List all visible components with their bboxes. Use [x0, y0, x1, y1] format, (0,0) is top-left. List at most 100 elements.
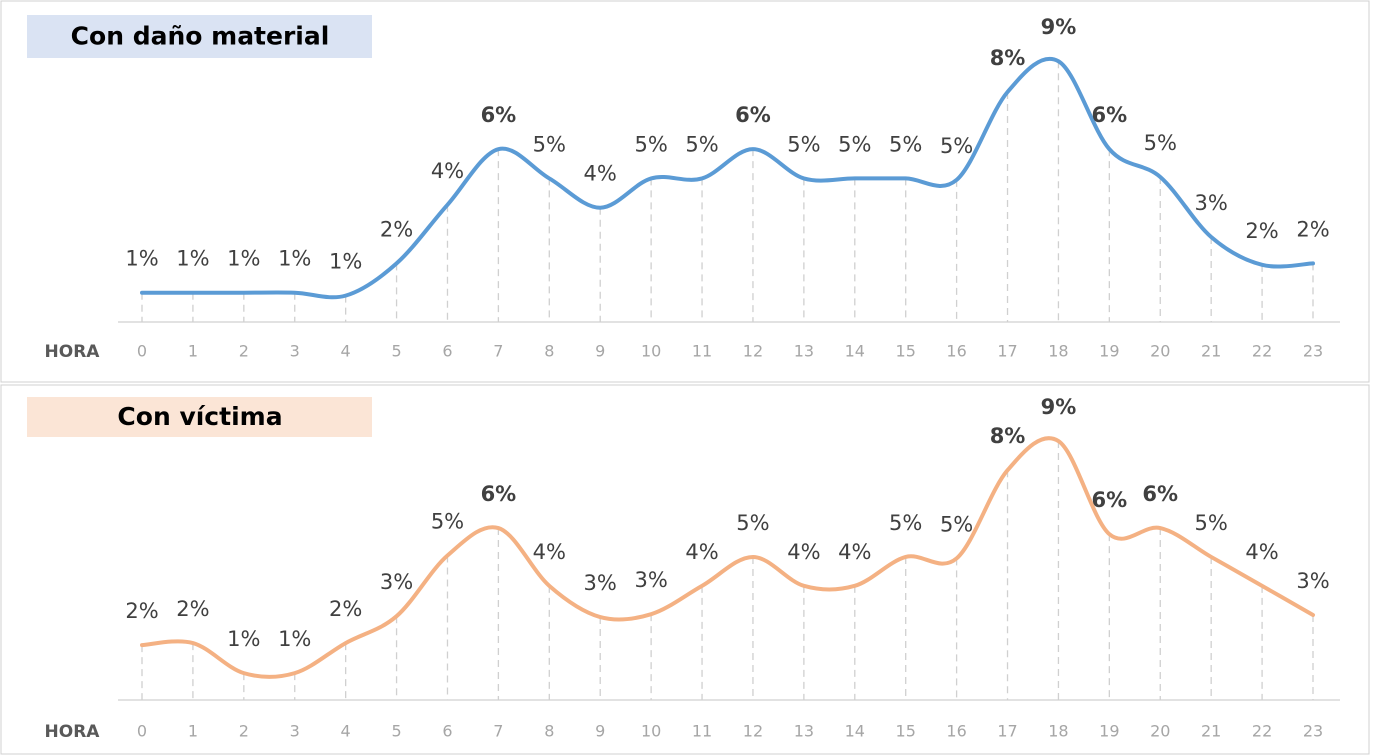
data-label: 4% [431, 159, 464, 183]
panel-title: Con daño material [71, 22, 330, 51]
data-label: 5% [940, 134, 973, 158]
data-label: 1% [227, 627, 260, 651]
x-tick-label: 1 [188, 342, 198, 361]
x-tick-label: 4 [341, 722, 351, 741]
x-tick-label: 5 [391, 342, 401, 361]
data-label: 5% [533, 132, 566, 156]
x-tick-label: 16 [946, 342, 966, 361]
x-tick-label: 0 [137, 722, 147, 741]
data-label: 1% [278, 627, 311, 651]
x-axis-label: HORA [45, 342, 101, 362]
data-label: 2% [380, 217, 413, 241]
x-tick-label: 6 [442, 342, 452, 361]
x-tick-label: 5 [391, 722, 401, 741]
panel-border [0, 384, 1370, 755]
x-tick-label: 23 [1303, 722, 1323, 741]
data-label: 4% [1245, 540, 1278, 564]
data-label: 5% [1144, 131, 1177, 155]
x-tick-label: 1 [188, 722, 198, 741]
data-label: 1% [125, 247, 158, 271]
data-label: 3% [1195, 191, 1228, 215]
x-tick-label: 15 [896, 722, 916, 741]
x-tick-label: 21 [1201, 342, 1221, 361]
x-tick-label: 23 [1303, 342, 1323, 361]
x-tick-label: 11 [692, 342, 712, 361]
x-tick-label: 7 [493, 342, 503, 361]
data-label: 2% [1245, 219, 1278, 243]
data-label: 2% [329, 597, 362, 621]
x-tick-label: 2 [239, 342, 249, 361]
data-label: 1% [227, 247, 260, 271]
x-tick-label: 19 [1099, 342, 1119, 361]
x-tick-label: 17 [997, 722, 1017, 741]
x-tick-label: 3 [290, 722, 300, 741]
data-label: 3% [584, 571, 617, 595]
data-label: 5% [889, 511, 922, 535]
data-label: 8% [990, 424, 1026, 448]
data-label: 4% [685, 540, 718, 564]
x-tick-label: 11 [692, 722, 712, 741]
data-label: 5% [787, 132, 820, 156]
data-label: 1% [176, 247, 209, 271]
x-tick-label: 19 [1099, 722, 1119, 741]
data-label: 4% [584, 162, 617, 186]
x-tick-label: 13 [794, 342, 814, 361]
data-label: 1% [278, 247, 311, 271]
x-tick-label: 16 [946, 722, 966, 741]
data-label: 6% [481, 103, 517, 127]
x-tick-label: 3 [290, 342, 300, 361]
x-tick-label: 21 [1201, 722, 1221, 741]
x-tick-label: 12 [743, 722, 763, 741]
data-label: 5% [889, 132, 922, 156]
panel-border [0, 0, 1370, 383]
data-label: 3% [380, 570, 413, 594]
data-label: 5% [838, 132, 871, 156]
title-box [27, 397, 372, 437]
data-label: 6% [1092, 488, 1128, 512]
x-tick-label: 17 [997, 342, 1017, 361]
data-label: 4% [787, 540, 820, 564]
x-tick-label: 10 [641, 722, 661, 741]
x-tick-label: 4 [341, 342, 351, 361]
x-tick-label: 20 [1150, 722, 1170, 741]
x-tick-label: 18 [1048, 722, 1068, 741]
data-label: 3% [1296, 569, 1329, 593]
series-line [140, 436, 1315, 679]
data-label: 9% [1041, 15, 1077, 39]
x-tick-label: 15 [896, 342, 916, 361]
x-tick-label: 9 [595, 342, 605, 361]
data-label: 6% [1092, 103, 1128, 127]
panel-title: Con víctima [117, 402, 282, 431]
data-label: 2% [1296, 217, 1329, 241]
x-tick-label: 6 [442, 722, 452, 741]
data-label: 9% [1041, 395, 1077, 419]
x-tick-label: 13 [794, 722, 814, 741]
title-box [27, 15, 372, 58]
data-label: 5% [685, 132, 718, 156]
data-label: 1% [329, 250, 362, 274]
data-label: 3% [634, 568, 667, 592]
x-tick-label: 18 [1048, 342, 1068, 361]
data-label: 2% [125, 599, 158, 623]
x-tick-label: 2 [239, 722, 249, 741]
data-label: 5% [736, 511, 769, 535]
data-label: 5% [1195, 511, 1228, 535]
x-tick-label: 14 [845, 722, 865, 741]
x-tick-label: 22 [1252, 722, 1272, 741]
x-tick-label: 10 [641, 342, 661, 361]
x-tick-label: 14 [845, 342, 865, 361]
x-tick-label: 22 [1252, 342, 1272, 361]
x-axis-label: HORA [45, 722, 101, 742]
x-tick-label: 8 [544, 722, 554, 741]
data-label: 5% [634, 132, 667, 156]
x-tick-label: 12 [743, 342, 763, 361]
x-tick-label: 8 [544, 342, 554, 361]
data-label: 5% [940, 512, 973, 536]
x-tick-label: 7 [493, 722, 503, 741]
data-label: 4% [533, 540, 566, 564]
data-label: 6% [481, 482, 517, 506]
data-label: 2% [176, 597, 209, 621]
data-label: 8% [990, 46, 1026, 70]
x-tick-label: 0 [137, 342, 147, 361]
